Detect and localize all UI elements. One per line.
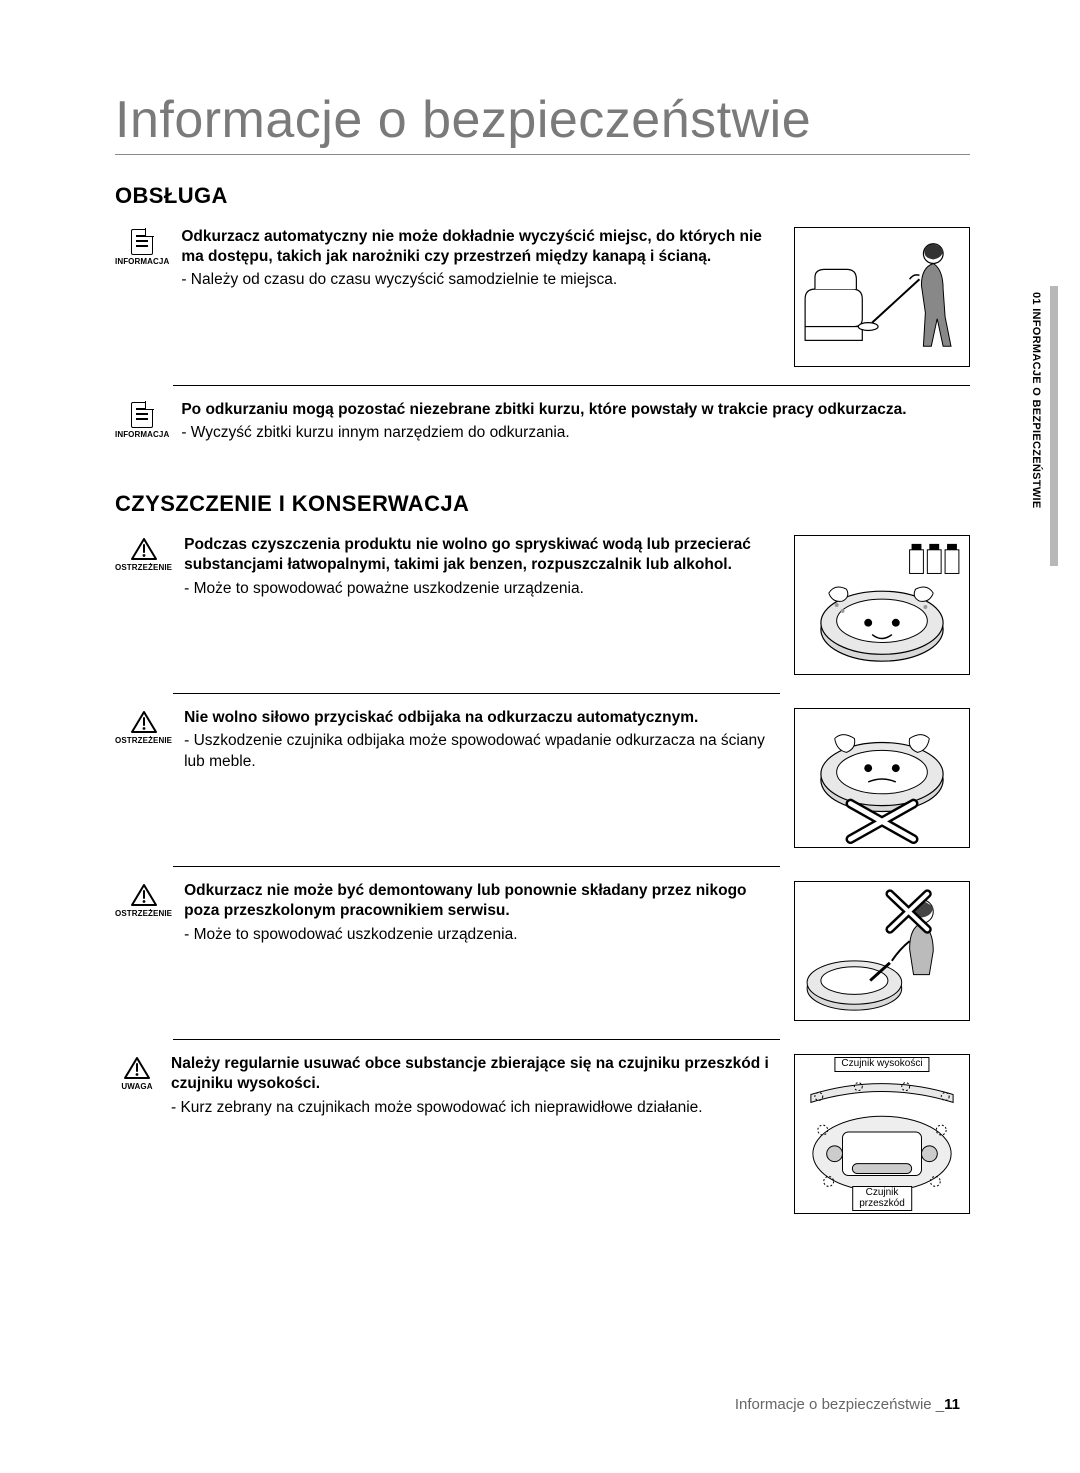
item-sub: - Należy od czasu do czasu wyczyścić sam…: [181, 270, 782, 290]
warning-icon: [130, 883, 158, 907]
item-icon-col: UWAGA: [115, 1054, 159, 1091]
sensor-label-bottom: Czujnik przeszkód: [852, 1186, 912, 1211]
note-icon: [131, 402, 153, 428]
section-heading-czyszczenie: CZYSZCZENIE I KONSERWACJA: [115, 491, 970, 517]
icon-label: UWAGA: [121, 1082, 152, 1091]
item-bold: Nie wolno siłowo przyciskać odbijaka na …: [184, 708, 782, 728]
illustration-sensors: Czujnik wysokości Czujnik przeszkód: [794, 1054, 970, 1214]
safety-item: UWAGA Należy regularnie usuwać obce subs…: [115, 1054, 970, 1214]
section-heading-obsluga: OBSŁUGA: [115, 183, 970, 209]
safety-item: OSTRZEŻENIE Nie wolno siłowo przyciskać …: [115, 708, 970, 848]
icon-label: OSTRZEŻENIE: [115, 736, 172, 745]
illustration-no-spray: [794, 535, 970, 675]
page-number: 11: [944, 1396, 960, 1413]
item-text: Należy regularnie usuwać obce substancje…: [171, 1054, 782, 1117]
item-bold: Odkurzacz nie może być demontowany lub p…: [184, 881, 782, 921]
sensor-label-top: Czujnik wysokości: [834, 1057, 929, 1072]
page-footer: Informacje o bezpieczeństwie _11: [735, 1396, 960, 1413]
icon-label: INFORMACJA: [115, 257, 169, 266]
item-icon-col: OSTRZEŻENIE: [115, 881, 172, 918]
side-tab-marker: [1050, 286, 1058, 566]
footer-label: Informacje o bezpieczeństwie _: [735, 1396, 944, 1413]
side-tab-text: 01 INFORMACJE O BEZPIECZEŃSTWIE: [1026, 286, 1046, 515]
illustration-no-press-bumper: [794, 708, 970, 848]
chapter-side-tab: 01 INFORMACJE O BEZPIECZEŃSTWIE: [1022, 286, 1050, 566]
safety-item: OSTRZEŻENIE Podczas czyszczenia produktu…: [115, 535, 970, 675]
safety-item: INFORMACJA Odkurzacz automatyczny nie mo…: [115, 227, 970, 367]
item-sub: - Wyczyść zbitki kurzu innym narzędziem …: [181, 423, 970, 443]
icon-label: OSTRZEŻENIE: [115, 909, 172, 918]
item-icon-col: OSTRZEŻENIE: [115, 535, 172, 572]
warning-icon: [130, 537, 158, 561]
item-sub: - Może to spowodować uszkodzenie urządze…: [184, 925, 782, 945]
divider: [173, 385, 970, 386]
item-text: Po odkurzaniu mogą pozostać niezebrane z…: [181, 400, 970, 443]
note-icon: [131, 229, 153, 255]
safety-item: OSTRZEŻENIE Odkurzacz nie może być demon…: [115, 881, 970, 1021]
divider: [173, 866, 780, 867]
item-text: Nie wolno siłowo przyciskać odbijaka na …: [184, 708, 782, 771]
icon-label: OSTRZEŻENIE: [115, 563, 172, 572]
illustration-vacuum-corner: [794, 227, 970, 367]
document-page: Informacje o bezpieczeństwie OBSŁUGA INF…: [0, 0, 1080, 1292]
warning-icon: [123, 1056, 151, 1080]
main-title: Informacje o bezpieczeństwie: [115, 90, 970, 155]
item-bold: Należy regularnie usuwać obce substancje…: [171, 1054, 782, 1094]
divider: [173, 693, 780, 694]
item-icon-col: INFORMACJA: [115, 400, 169, 439]
item-icon-col: INFORMACJA: [115, 227, 169, 266]
illustration-no-disassemble: [794, 881, 970, 1021]
warning-icon: [130, 710, 158, 734]
icon-label: INFORMACJA: [115, 430, 169, 439]
item-text: Podczas czyszczenia produktu nie wolno g…: [184, 535, 782, 598]
item-text: Odkurzacz nie może być demontowany lub p…: [184, 881, 782, 944]
item-text: Odkurzacz automatyczny nie może dokładni…: [181, 227, 782, 290]
item-icon-col: OSTRZEŻENIE: [115, 708, 172, 745]
item-sub: - Kurz zebrany na czujnikach może spowod…: [171, 1098, 782, 1118]
safety-item: INFORMACJA Po odkurzaniu mogą pozostać n…: [115, 400, 970, 443]
item-bold: Podczas czyszczenia produktu nie wolno g…: [184, 535, 782, 575]
item-bold: Po odkurzaniu mogą pozostać niezebrane z…: [181, 400, 970, 420]
item-sub: - Może to spowodować poważne uszkodzenie…: [184, 579, 782, 599]
divider: [173, 1039, 780, 1040]
item-bold: Odkurzacz automatyczny nie może dokładni…: [181, 227, 782, 267]
item-sub: - Uszkodzenie czujnika odbijaka może spo…: [184, 731, 782, 771]
